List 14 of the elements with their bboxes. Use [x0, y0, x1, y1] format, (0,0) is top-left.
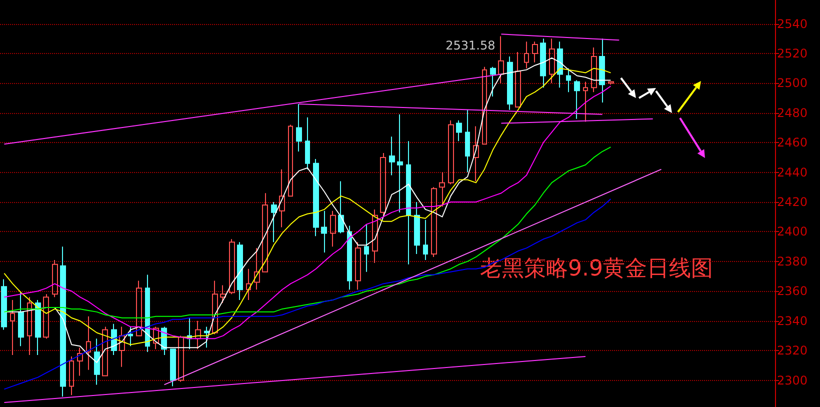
y-tick-label: 2340 [777, 314, 808, 328]
y-tick-label: 2440 [777, 165, 808, 180]
y-tick-label: 2360 [777, 284, 808, 298]
annotation: 2531.58 [446, 38, 496, 52]
y-tick-label: 2540 [777, 16, 808, 31]
y-tick-label: 2480 [777, 106, 808, 120]
y-tick-label: 2320 [777, 344, 808, 358]
y-tick-label: 2520 [777, 46, 808, 60]
y-tick-label: 2400 [777, 224, 808, 239]
y-tick-label: 2420 [777, 195, 808, 210]
y-tick-label: 2500 [777, 76, 808, 90]
y-tick-label: 2380 [777, 254, 808, 268]
y-tick-label: 2460 [777, 136, 808, 150]
y-tick-label: 2300 [777, 373, 808, 388]
